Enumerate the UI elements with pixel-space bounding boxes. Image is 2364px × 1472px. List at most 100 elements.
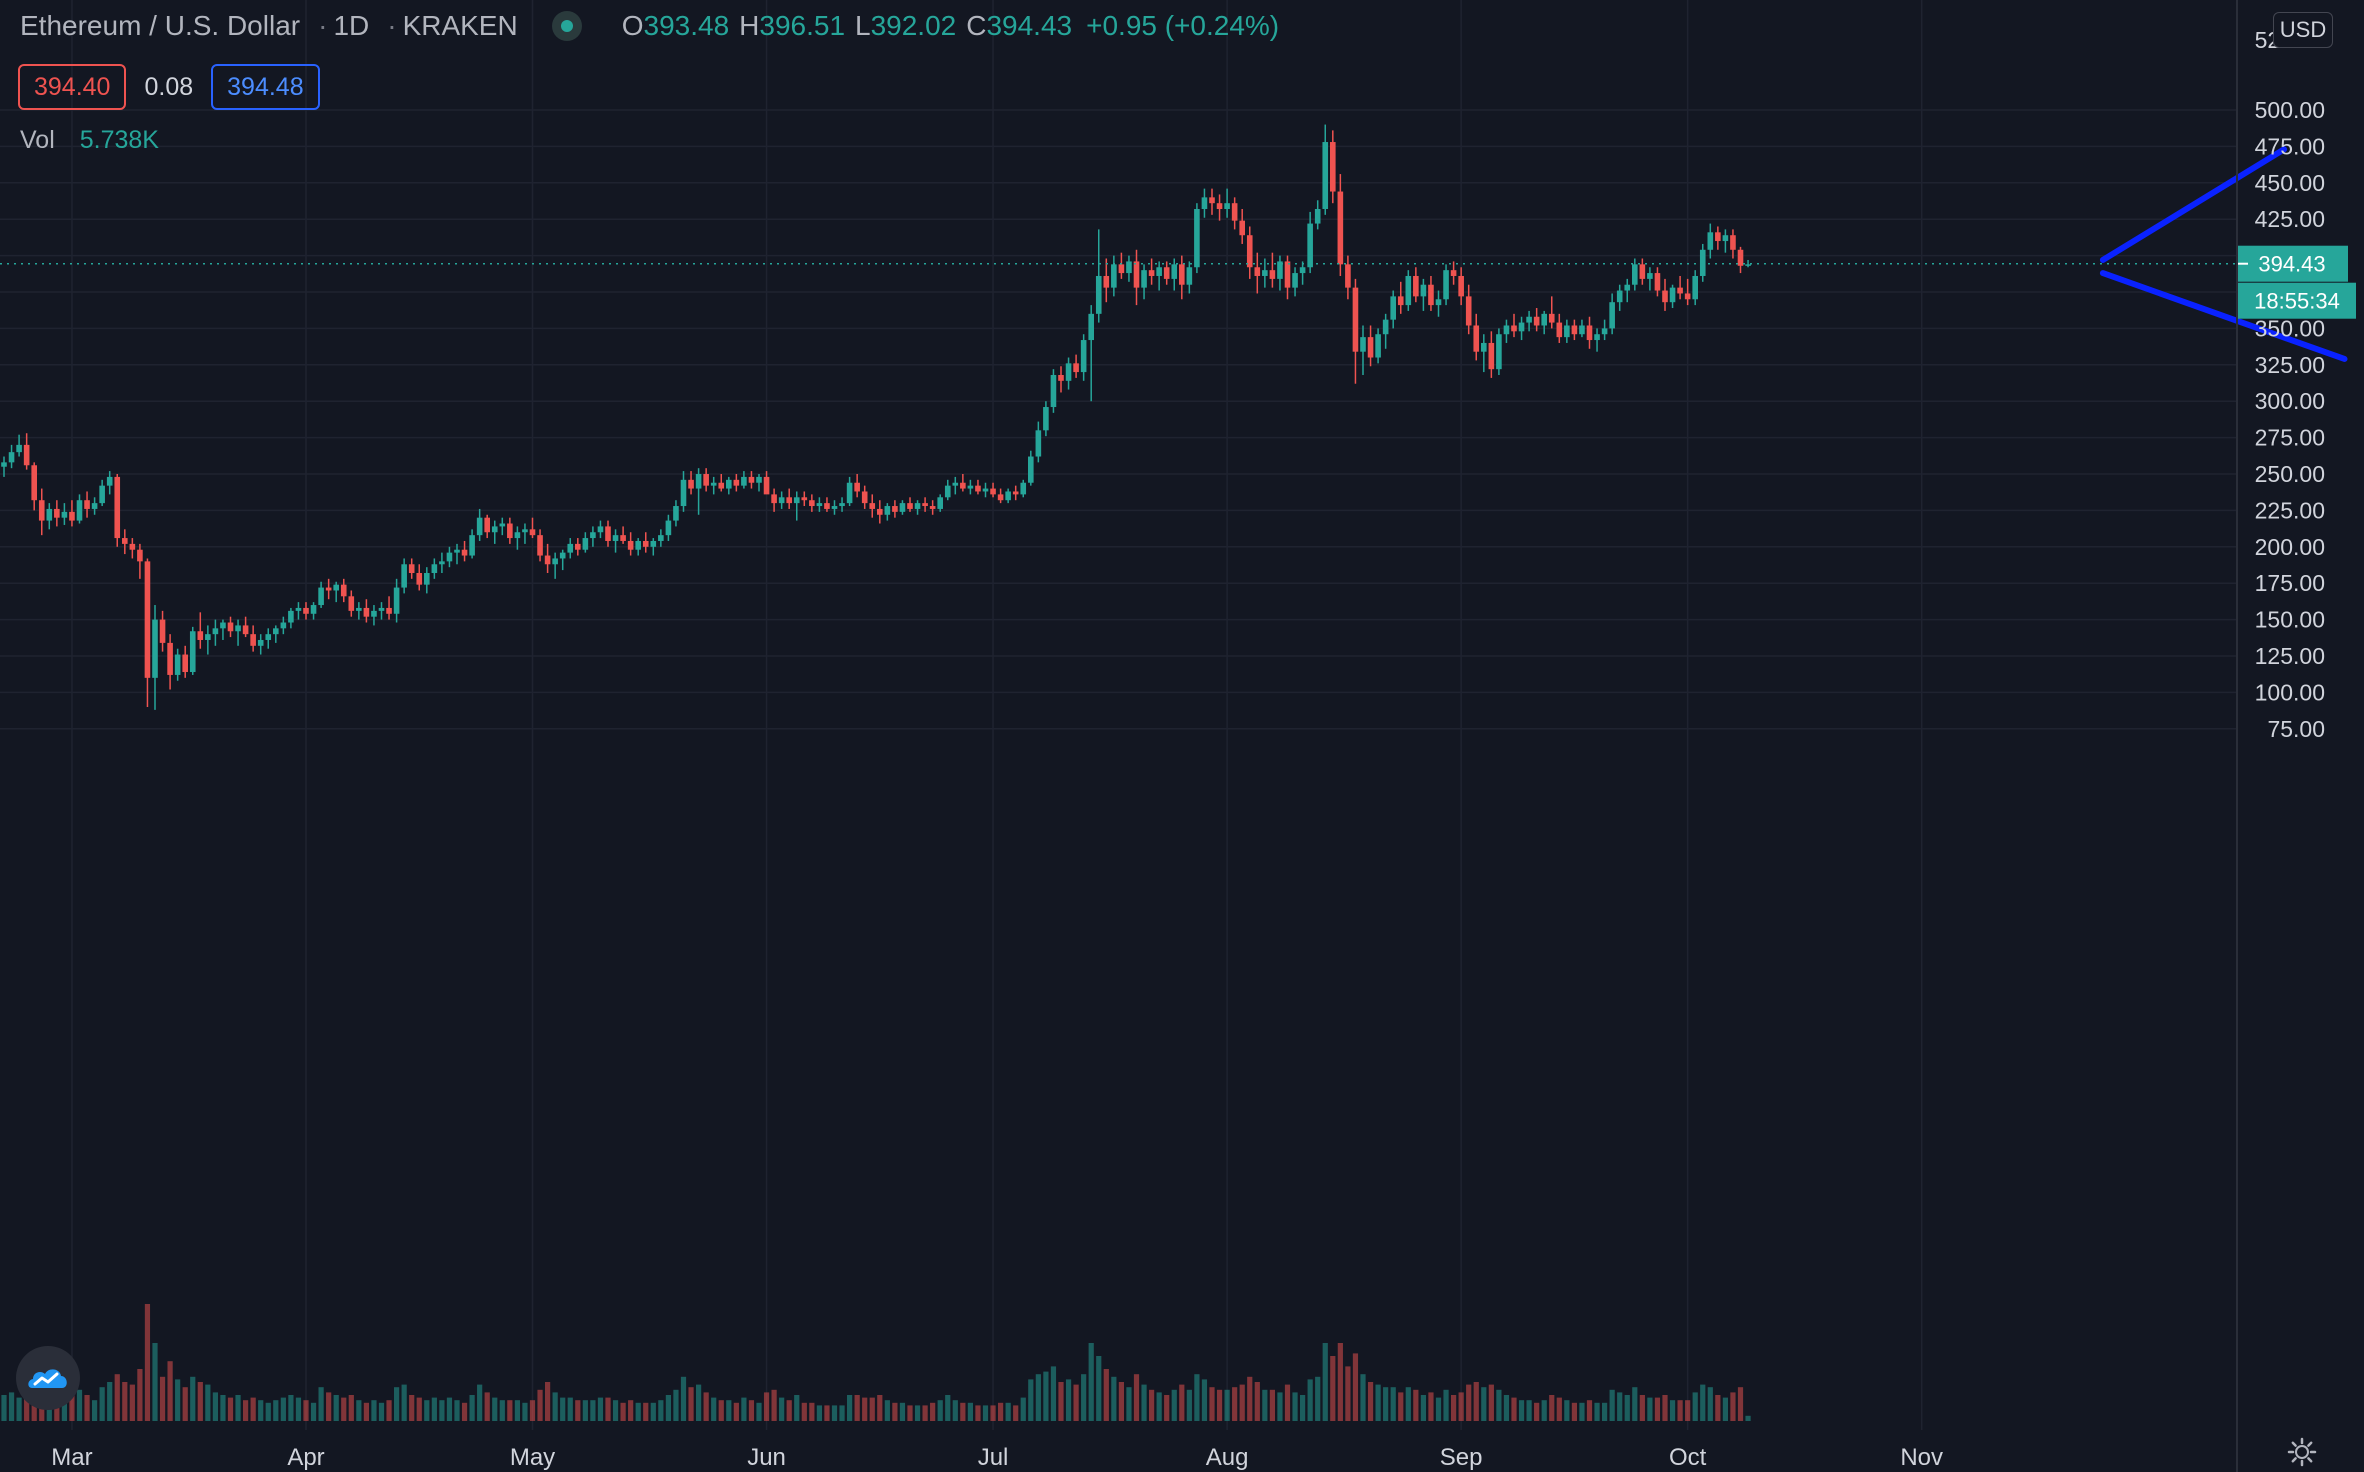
candle-body[interactable]: [1058, 374, 1064, 381]
candle-body[interactable]: [1662, 290, 1668, 303]
candle-body[interactable]: [1299, 267, 1306, 274]
candle-body[interactable]: [1481, 342, 1487, 352]
candle-body[interactable]: [748, 476, 755, 483]
candle-body[interactable]: [1118, 264, 1125, 274]
tradingview-logo-button[interactable]: [16, 1346, 80, 1410]
candle-body[interactable]: [529, 529, 536, 536]
candle-body[interactable]: [892, 506, 898, 512]
candle-body[interactable]: [1322, 142, 1329, 210]
candle-body[interactable]: [1171, 264, 1178, 279]
candle-body[interactable]: [454, 549, 460, 553]
candle-body[interactable]: [831, 506, 838, 509]
candle-body[interactable]: [1586, 325, 1593, 341]
candle-body[interactable]: [710, 482, 717, 486]
candle-body[interactable]: [1088, 313, 1094, 341]
candle-body[interactable]: [235, 625, 241, 632]
candle-body[interactable]: [1103, 275, 1110, 288]
candle-body[interactable]: [1382, 319, 1389, 335]
candle-body[interactable]: [1179, 264, 1185, 285]
candle-body[interactable]: [1337, 191, 1344, 265]
candle-body[interactable]: [54, 508, 60, 518]
candle-body[interactable]: [1450, 270, 1457, 276]
candle-body[interactable]: [1050, 374, 1057, 408]
candle-body[interactable]: [23, 444, 30, 466]
candle-body[interactable]: [680, 479, 687, 507]
candle-body[interactable]: [129, 543, 136, 550]
candle-body[interactable]: [1473, 325, 1480, 352]
candle-body[interactable]: [537, 535, 543, 556]
candle-body[interactable]: [688, 479, 694, 489]
trend-line[interactable]: [2099, 270, 2348, 362]
candle-body[interactable]: [658, 535, 664, 541]
candle-body[interactable]: [257, 639, 264, 646]
candle-body[interactable]: [122, 538, 128, 544]
candle-body[interactable]: [1397, 296, 1404, 306]
candle-body[interactable]: [318, 587, 324, 606]
candle-body[interactable]: [590, 532, 596, 539]
candle-body[interactable]: [303, 607, 309, 614]
candle-body[interactable]: [1284, 261, 1291, 288]
candle-body[interactable]: [356, 607, 362, 611]
candle-body[interactable]: [106, 476, 113, 486]
candle-body[interactable]: [597, 526, 604, 533]
candle-body[interactable]: [1246, 235, 1253, 268]
candle-body[interactable]: [1194, 209, 1200, 268]
candle-body[interactable]: [167, 642, 173, 675]
candle-body[interactable]: [1020, 482, 1027, 495]
candle-body[interactable]: [499, 523, 506, 527]
candle-body[interactable]: [1443, 270, 1449, 300]
candle-body[interactable]: [386, 607, 392, 614]
candle-body[interactable]: [1632, 264, 1638, 285]
candle-body[interactable]: [439, 561, 445, 565]
candle-body[interactable]: [8, 452, 15, 463]
candle-body[interactable]: [1684, 293, 1691, 300]
candle-body[interactable]: [1579, 325, 1585, 335]
candle-body[interactable]: [1526, 316, 1532, 323]
symbol-name[interactable]: Ethereum / U.S. Dollar: [20, 10, 301, 41]
candle-body[interactable]: [1745, 264, 1751, 266]
candle-body[interactable]: [575, 543, 581, 550]
candle-body[interactable]: [1420, 284, 1427, 297]
candle-body[interactable]: [242, 625, 249, 635]
candle-body[interactable]: [46, 508, 53, 521]
candle-body[interactable]: [1073, 363, 1079, 373]
candle-body[interactable]: [861, 491, 868, 504]
candle-body[interactable]: [733, 479, 740, 486]
candle-body[interactable]: [763, 476, 770, 495]
candle-body[interactable]: [778, 497, 785, 504]
candle-body[interactable]: [295, 607, 302, 611]
candle-body[interactable]: [1292, 273, 1298, 288]
candle-body[interactable]: [1126, 261, 1132, 274]
candle-body[interactable]: [114, 476, 121, 539]
candle-body[interactable]: [1360, 337, 1366, 352]
candle-body[interactable]: [1148, 270, 1155, 276]
candle-body[interactable]: [1156, 267, 1162, 276]
chart-settings-button[interactable]: [2286, 1436, 2318, 1468]
candle-body[interactable]: [771, 494, 777, 504]
candle-body[interactable]: [205, 634, 211, 640]
candle-body[interactable]: [1141, 270, 1147, 288]
candle-body[interactable]: [1043, 407, 1049, 431]
candle-body[interactable]: [620, 535, 626, 541]
candle-body[interactable]: [408, 564, 415, 574]
candle-body[interactable]: [1533, 316, 1540, 326]
candle-body[interactable]: [212, 628, 219, 635]
candle-body[interactable]: [227, 622, 234, 632]
candle-body[interactable]: [839, 503, 845, 507]
candle-body[interactable]: [31, 465, 37, 501]
candle-body[interactable]: [907, 503, 913, 509]
candle-body[interactable]: [1503, 325, 1510, 335]
candle-body[interactable]: [273, 628, 279, 635]
candle-body[interactable]: [952, 482, 959, 486]
candle-body[interactable]: [1375, 334, 1381, 358]
candle-body[interactable]: [1737, 249, 1744, 266]
candle-body[interactable]: [1564, 325, 1570, 338]
candle-body[interactable]: [1624, 284, 1631, 291]
candle-body[interactable]: [1699, 249, 1706, 276]
candle-body[interactable]: [1307, 223, 1313, 268]
candle-body[interactable]: [1435, 299, 1442, 306]
candle-body[interactable]: [69, 511, 75, 521]
candle-body[interactable]: [507, 523, 513, 539]
candle-body[interactable]: [567, 543, 574, 553]
candle-body[interactable]: [416, 573, 423, 585]
